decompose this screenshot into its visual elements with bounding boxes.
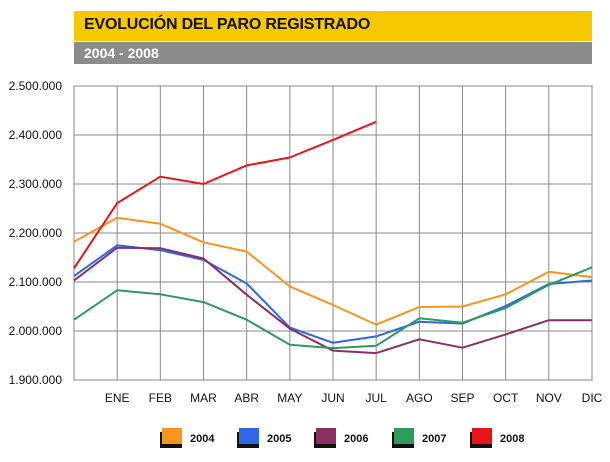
legend-label: 2008 [500, 433, 524, 445]
legend-swatch-2006 [316, 428, 336, 444]
chart-subtitle: 2004 - 2008 [84, 45, 159, 61]
legend-label: 2007 [422, 433, 446, 445]
legend-label: 2005 [267, 433, 291, 445]
x-tick-label: JUN [321, 391, 344, 405]
y-tick-label: 1.900.000 [9, 373, 63, 387]
legend-swatch-2005 [239, 428, 259, 444]
legend-swatch-2008 [472, 428, 492, 444]
chart-title: EVOLUCIÓN DEL PARO REGISTRADO [84, 16, 371, 33]
x-tick-label: SEP [450, 391, 474, 405]
y-tick-label: 2.000.000 [9, 324, 63, 338]
series-line-2006 [73, 246, 592, 355]
x-tick-label: AGO [406, 391, 433, 405]
legend-label: 2006 [344, 433, 368, 445]
y-tick-label: 2.400.000 [9, 128, 63, 142]
series-line-2007 [73, 266, 593, 350]
x-tick-label: ENE [105, 391, 130, 405]
x-tick-label: ABR [234, 391, 259, 405]
title-bar: EVOLUCIÓN DEL PARO REGISTRADO [74, 11, 592, 41]
x-tick-label: NOV [536, 391, 562, 405]
x-tick-label: JUL [365, 391, 387, 405]
series-line-2004 [73, 216, 593, 326]
series-line-2008 [73, 120, 377, 269]
subtitle-bar: 2004 - 2008 [74, 42, 592, 64]
x-tick-label: MAY [277, 391, 302, 405]
x-tick-label: MAR [190, 391, 217, 405]
y-tick-label: 2.300.000 [9, 177, 63, 191]
x-tick-label: DIC [582, 391, 603, 405]
legend-swatch-2004 [162, 428, 182, 444]
series-line-2005 [73, 244, 593, 344]
x-tick-label: OCT [493, 391, 519, 405]
y-tick-label: 2.100.000 [9, 275, 63, 289]
x-tick-label: FEB [149, 391, 172, 405]
legend-swatch-2007 [394, 428, 414, 444]
y-tick-label: 2.200.000 [9, 226, 63, 240]
legend-label: 2004 [190, 433, 215, 445]
y-tick-label: 2.500.000 [9, 79, 63, 93]
